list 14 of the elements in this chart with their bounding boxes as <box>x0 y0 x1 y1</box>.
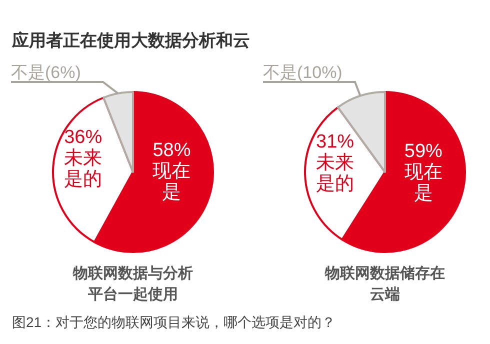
slice-label: 现在是 <box>152 160 191 203</box>
data-label: 59% <box>404 141 443 162</box>
text: 应用者正在使用大数据分析和云 <box>11 31 250 50</box>
data-label: 36% <box>64 127 102 148</box>
slice-label: 不是(10%) <box>263 63 342 82</box>
data-label: 31% <box>316 131 354 152</box>
text: 物联网数据与分析平台一起使用 <box>72 265 193 303</box>
caption: 图21：对于您的物联网项目来说，哪个选项是对的？ <box>12 314 336 330</box>
data-label: 58% <box>152 140 191 161</box>
slice-label: 未来是的 <box>316 152 354 194</box>
text: 物联网数据储存在云端 <box>324 265 445 303</box>
slice-label: 不是(6%) <box>11 63 81 82</box>
slice-label: 未来是的 <box>64 148 102 190</box>
slice-label: 现在是 <box>404 162 442 204</box>
